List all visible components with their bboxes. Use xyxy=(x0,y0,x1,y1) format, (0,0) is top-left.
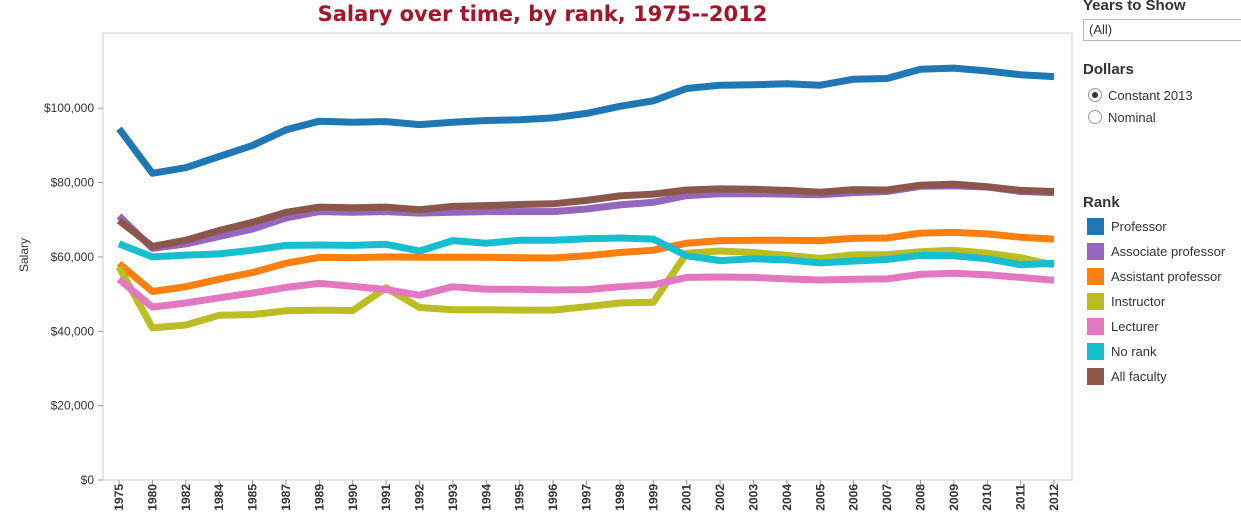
y-tick-label: $40,000 xyxy=(51,324,95,338)
x-tick-label: 2003 xyxy=(746,484,760,511)
x-tick-label: 1989 xyxy=(312,484,326,511)
dollars-heading: Dollars xyxy=(1083,61,1134,78)
y-tick-label: $20,000 xyxy=(51,399,95,413)
years-to-show-dropdown[interactable]: (All) xyxy=(1083,19,1241,41)
legend-item-assistant-professor[interactable]: Assistant professor xyxy=(1087,267,1222,285)
legend-swatch xyxy=(1087,267,1104,285)
legend-swatch xyxy=(1087,342,1104,360)
radio-button-selected[interactable] xyxy=(1088,88,1102,102)
rank-legend-heading: Rank xyxy=(1083,194,1120,211)
legend-swatch xyxy=(1087,217,1104,235)
y-tick-label: $80,000 xyxy=(51,176,95,190)
x-tick-label: 1980 xyxy=(145,484,159,511)
x-tick-label: 1998 xyxy=(613,484,627,511)
legend-label: Lecturer xyxy=(1111,318,1159,334)
years-to-show-value: (All) xyxy=(1089,22,1113,37)
legend-swatch xyxy=(1087,242,1104,260)
x-tick-label: 1984 xyxy=(212,484,226,511)
x-tick-label: 2010 xyxy=(980,484,994,511)
y-axis-title: Salary xyxy=(17,238,31,272)
x-tick-label: 1990 xyxy=(346,484,360,511)
x-tick-label: 2004 xyxy=(780,484,794,511)
y-tick-label: $100,000 xyxy=(44,101,94,115)
legend-swatch xyxy=(1087,292,1104,310)
x-tick-label: 2012 xyxy=(1047,484,1061,511)
x-tick-label: 1994 xyxy=(479,484,493,511)
x-tick-label: 1982 xyxy=(179,484,193,511)
x-tick-label: 1987 xyxy=(279,484,293,511)
legend-label: No rank xyxy=(1111,343,1157,359)
legend-item-associate-professor[interactable]: Associate professor xyxy=(1087,242,1225,260)
x-tick-label: 2007 xyxy=(880,484,894,511)
x-tick-label: 1991 xyxy=(379,484,393,511)
years-to-show-heading: Years to Show xyxy=(1083,0,1186,14)
legend-label: All faculty xyxy=(1111,368,1167,384)
legend-label: Professor xyxy=(1111,218,1167,234)
radio-button-unselected[interactable] xyxy=(1088,110,1102,124)
series-line-instructor[interactable] xyxy=(115,246,1055,332)
radio-label: Nominal xyxy=(1108,109,1156,125)
x-tick-label: 1999 xyxy=(646,484,660,511)
radio-nominal[interactable]: Nominal xyxy=(1088,108,1156,126)
series-line-professor[interactable] xyxy=(116,64,1055,177)
series-line-lecturer[interactable] xyxy=(116,269,1055,311)
x-tick-label: 1995 xyxy=(513,484,527,511)
x-tick-label: 1975 xyxy=(112,484,126,511)
x-tick-label: 2006 xyxy=(847,484,861,511)
legend-item-no-rank[interactable]: No rank xyxy=(1087,342,1157,360)
legend-item-lecturer[interactable]: Lecturer xyxy=(1087,317,1159,335)
legend-label: Instructor xyxy=(1111,293,1166,309)
radio-label: Constant 2013 xyxy=(1108,87,1193,103)
radio-constant-2013[interactable]: Constant 2013 xyxy=(1088,86,1193,104)
y-tick-label: $60,000 xyxy=(51,250,95,264)
legend-item-all-faculty[interactable]: All faculty xyxy=(1087,367,1167,385)
chart-title: Salary over time, by rank, 1975--2012 xyxy=(317,2,768,26)
x-tick-label: 2011 xyxy=(1014,484,1028,510)
legend-item-instructor[interactable]: Instructor xyxy=(1087,292,1165,310)
series-line-all-faculty[interactable] xyxy=(116,180,1055,250)
x-tick-label: 1993 xyxy=(446,484,460,511)
x-tick-label: 1992 xyxy=(413,484,427,511)
line-chart: $0 $20,000 $40,000 $60,000 $80,000 $100,000 1… xyxy=(17,32,1073,511)
x-tick-label: 2001 xyxy=(680,484,694,511)
legend-item-professor[interactable]: Professor xyxy=(1087,217,1167,235)
legend-label: Associate professor xyxy=(1111,243,1226,259)
x-tick-label: 2008 xyxy=(913,484,927,511)
x-tick-label: 1985 xyxy=(246,484,260,511)
x-tick-label: 1996 xyxy=(546,484,560,511)
x-tick-label: 2002 xyxy=(713,484,727,511)
y-tick-label: $0 xyxy=(81,473,95,487)
legend-swatch xyxy=(1087,317,1104,335)
x-tick-label: 1997 xyxy=(580,484,594,511)
legend-swatch xyxy=(1087,367,1104,385)
legend-label: Assistant professor xyxy=(1111,268,1222,284)
x-tick-label: 2009 xyxy=(947,484,961,511)
series-line-assistant-professor[interactable] xyxy=(116,228,1055,295)
x-tick-label: 2005 xyxy=(813,484,827,511)
series-line-no-rank[interactable] xyxy=(117,234,1055,269)
